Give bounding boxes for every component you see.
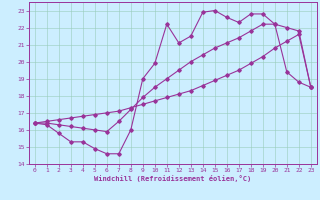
X-axis label: Windchill (Refroidissement éolien,°C): Windchill (Refroidissement éolien,°C)	[94, 175, 252, 182]
